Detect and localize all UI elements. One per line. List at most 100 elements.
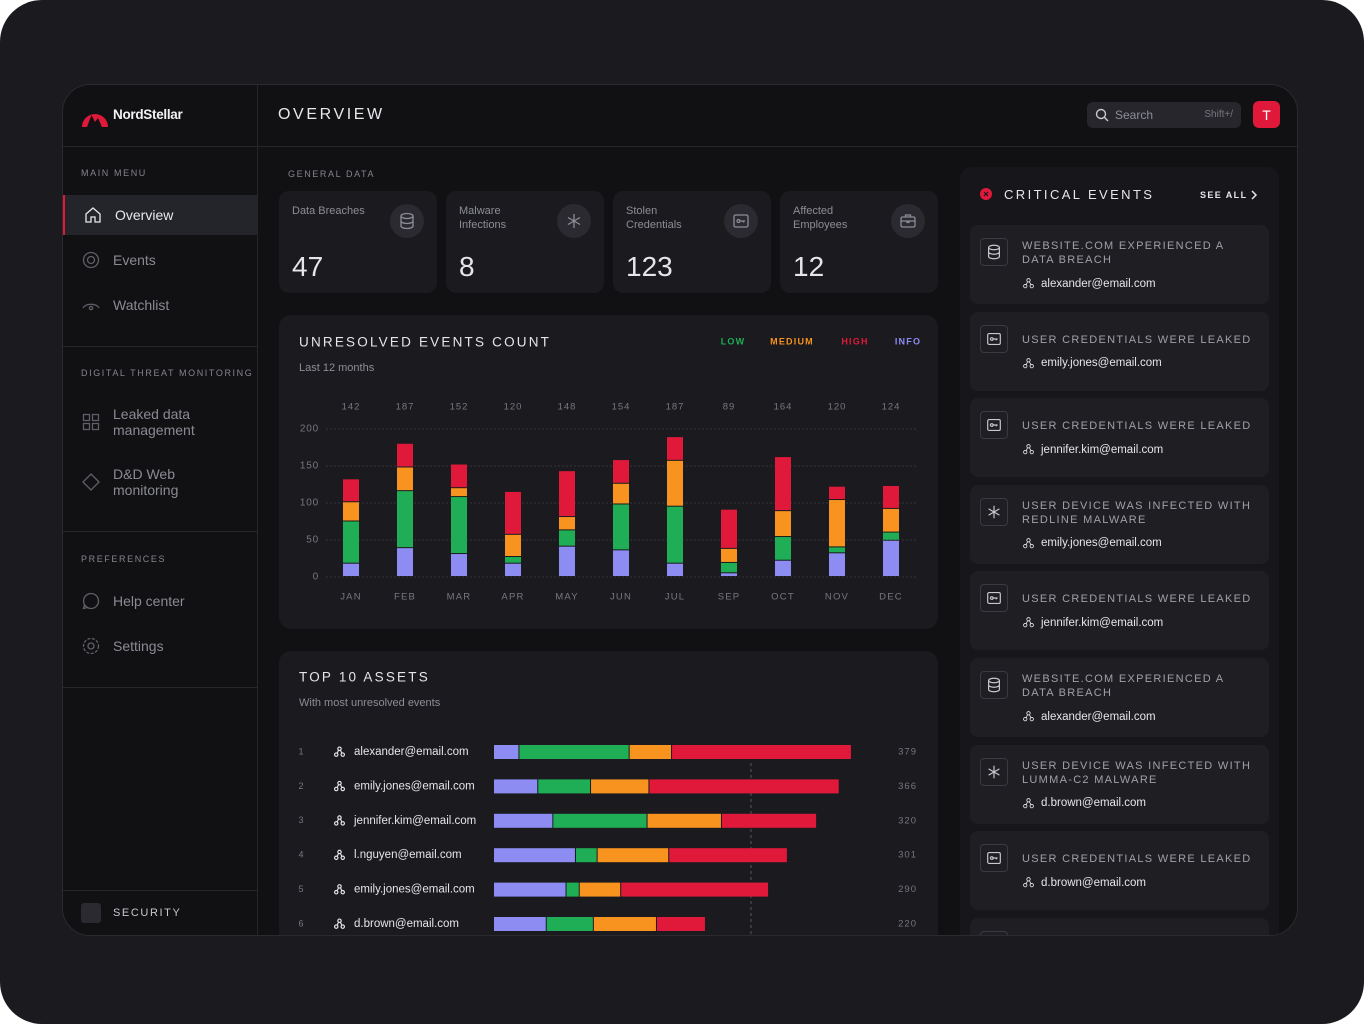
icon bbox=[987, 852, 1001, 865]
user-icon bbox=[333, 849, 346, 861]
icon-path bbox=[1025, 361, 1032, 365]
user-icon bbox=[1023, 278, 1034, 289]
nav-label: Events bbox=[113, 252, 156, 268]
event-item[interactable]: USER CREDENTIALS WERE LEAKED jennifer.kim… bbox=[970, 571, 1269, 651]
bar-segment bbox=[883, 532, 899, 540]
nav-item[interactable]: Help center bbox=[63, 581, 257, 621]
user-icon bbox=[333, 918, 346, 929]
bar-segment bbox=[505, 563, 521, 576]
nav-item[interactable]: Events bbox=[63, 240, 257, 280]
x-tick-label: JAN bbox=[340, 592, 362, 603]
event-email: alexander@email.com bbox=[1041, 277, 1156, 290]
asset-label: emily.jones@email.com bbox=[354, 884, 475, 896]
rank: 5 bbox=[298, 884, 303, 894]
icon-circle bbox=[337, 918, 342, 924]
icon-path bbox=[1251, 190, 1258, 200]
icon-circle bbox=[340, 752, 346, 757]
user-icon bbox=[1023, 797, 1034, 808]
icon-rect bbox=[82, 413, 91, 422]
event-item[interactable]: USER CREDENTIALS WERE LEAKED d.brown@emai… bbox=[970, 831, 1269, 911]
event-user: d.brown@email.com bbox=[1022, 876, 1257, 889]
divider bbox=[63, 531, 258, 532]
bar-segment bbox=[593, 917, 656, 931]
event-text: USER CREDENTIALS WERE LEAKED jennifer.kim… bbox=[1022, 419, 1257, 456]
assets-chart: TOP 10 ASSETS With most unresolved events… bbox=[298, 670, 917, 935]
event-title: USER DEVICE WAS INFECTED WITH LUMMA-C2 M… bbox=[1022, 759, 1252, 786]
total-label: 120 bbox=[504, 402, 523, 413]
event-icon bbox=[980, 411, 1008, 440]
nav-item[interactable]: D&D Web monitoring bbox=[63, 462, 257, 502]
see-all[interactable]: SEE ALL bbox=[1200, 190, 1248, 200]
nav-icon bbox=[82, 413, 100, 431]
x-tick-label: DEC bbox=[879, 592, 903, 603]
icon-path bbox=[988, 765, 1000, 778]
nav-item[interactable]: Overview bbox=[63, 195, 257, 235]
bar-segment bbox=[494, 813, 553, 828]
icon-g bbox=[987, 419, 1001, 432]
bar-segment bbox=[829, 486, 845, 500]
logo-icon bbox=[82, 114, 108, 127]
y-tick-label: 200 bbox=[300, 424, 319, 435]
icon-path bbox=[993, 338, 998, 340]
bar-segment bbox=[559, 546, 575, 576]
event-title: USER CREDENTIALS WERE LEAKED bbox=[1022, 333, 1252, 346]
event-item[interactable]: WEBSITE.COM EXPERIENCED A DATA BREACH ale… bbox=[970, 658, 1269, 737]
search-box[interactable]: Search Shift+/ bbox=[1087, 102, 1241, 128]
x-tick-label: NOV bbox=[825, 592, 849, 603]
event-user: jennifer.kim@email.com bbox=[1022, 443, 1257, 456]
icon-circle bbox=[1029, 283, 1034, 289]
nav-label: D&D Web monitoring bbox=[113, 466, 179, 498]
event-icon bbox=[980, 238, 1008, 266]
bar-segment bbox=[343, 521, 359, 563]
icon-g bbox=[900, 214, 916, 228]
nav-item[interactable]: Watchlist bbox=[63, 285, 257, 325]
bar-segment bbox=[829, 500, 845, 547]
icon-path bbox=[400, 216, 414, 230]
icon-circle bbox=[340, 924, 346, 929]
total-label: 290 bbox=[898, 884, 917, 895]
divider bbox=[63, 346, 258, 347]
nav-item[interactable]: Settings bbox=[63, 626, 257, 666]
nav-item[interactable]: Leaked data management bbox=[63, 402, 257, 442]
rank: 1 bbox=[298, 746, 303, 756]
event-item[interactable]: WEBSITE.COM EXPERIENCED A DATA BREACH ale… bbox=[970, 225, 1269, 304]
icon-circle bbox=[333, 821, 339, 826]
bar-segment bbox=[613, 504, 629, 550]
icon-circle bbox=[1023, 623, 1028, 628]
event-item[interactable]: USER CREDENTIALS WERE LEAKED jennifer.kim… bbox=[970, 398, 1269, 478]
x-tick-label: MAY bbox=[555, 592, 578, 603]
icon-path bbox=[1025, 541, 1032, 545]
icon-rect bbox=[91, 422, 100, 431]
bar-segment bbox=[538, 779, 591, 794]
total-label: 152 bbox=[450, 402, 469, 413]
icon-path bbox=[988, 247, 1000, 260]
icon-circle bbox=[989, 423, 994, 428]
icon bbox=[988, 677, 1000, 693]
icon-circle bbox=[1095, 108, 1107, 120]
event-item[interactable]: USER DEVICE WAS INFECTED WITH REDLINE MA… bbox=[970, 484, 1269, 564]
bar-segment bbox=[775, 511, 791, 537]
avatar[interactable]: T bbox=[1253, 101, 1280, 128]
event-title: USER DEVICE WAS INFECTED WITH REDLINE MA… bbox=[1022, 499, 1252, 526]
icon-rect bbox=[987, 852, 1001, 865]
event-item[interactable]: WEBSITE.COM EXPERIENCED A DATA bbox=[970, 917, 1269, 935]
event-user: jennifer.kim@email.com bbox=[1022, 616, 1257, 629]
icon-path bbox=[1025, 714, 1032, 718]
nav-icon bbox=[82, 592, 100, 610]
event-item[interactable]: USER DEVICE WAS INFECTED WITH LUMMA-C2 M… bbox=[970, 744, 1269, 824]
icon bbox=[400, 212, 414, 230]
section-title: PREFERENCES bbox=[81, 554, 167, 564]
nav-icon bbox=[82, 251, 100, 269]
icon-path bbox=[336, 784, 343, 788]
event-text: USER CREDENTIALS WERE LEAKED d.brown@emai… bbox=[1022, 852, 1257, 889]
total-label: 220 bbox=[898, 919, 917, 930]
asset-label: jennifer.kim@email.com bbox=[353, 815, 476, 827]
critical-events-panel: CRITICAL EVENTS SEE ALL WEBSITE.COM EXPE… bbox=[960, 167, 1279, 935]
event-item[interactable]: USER CREDENTIALS WERE LEAKED emily.jones@… bbox=[970, 311, 1269, 391]
event-email: jennifer.kim@email.com bbox=[1041, 443, 1164, 456]
icon-circle bbox=[333, 889, 339, 895]
icon-g bbox=[988, 244, 1000, 260]
icon-g bbox=[333, 849, 346, 861]
icon-path bbox=[993, 424, 998, 427]
event-text: WEBSITE.COM EXPERIENCED A DATA BREACH ale… bbox=[1022, 672, 1257, 723]
